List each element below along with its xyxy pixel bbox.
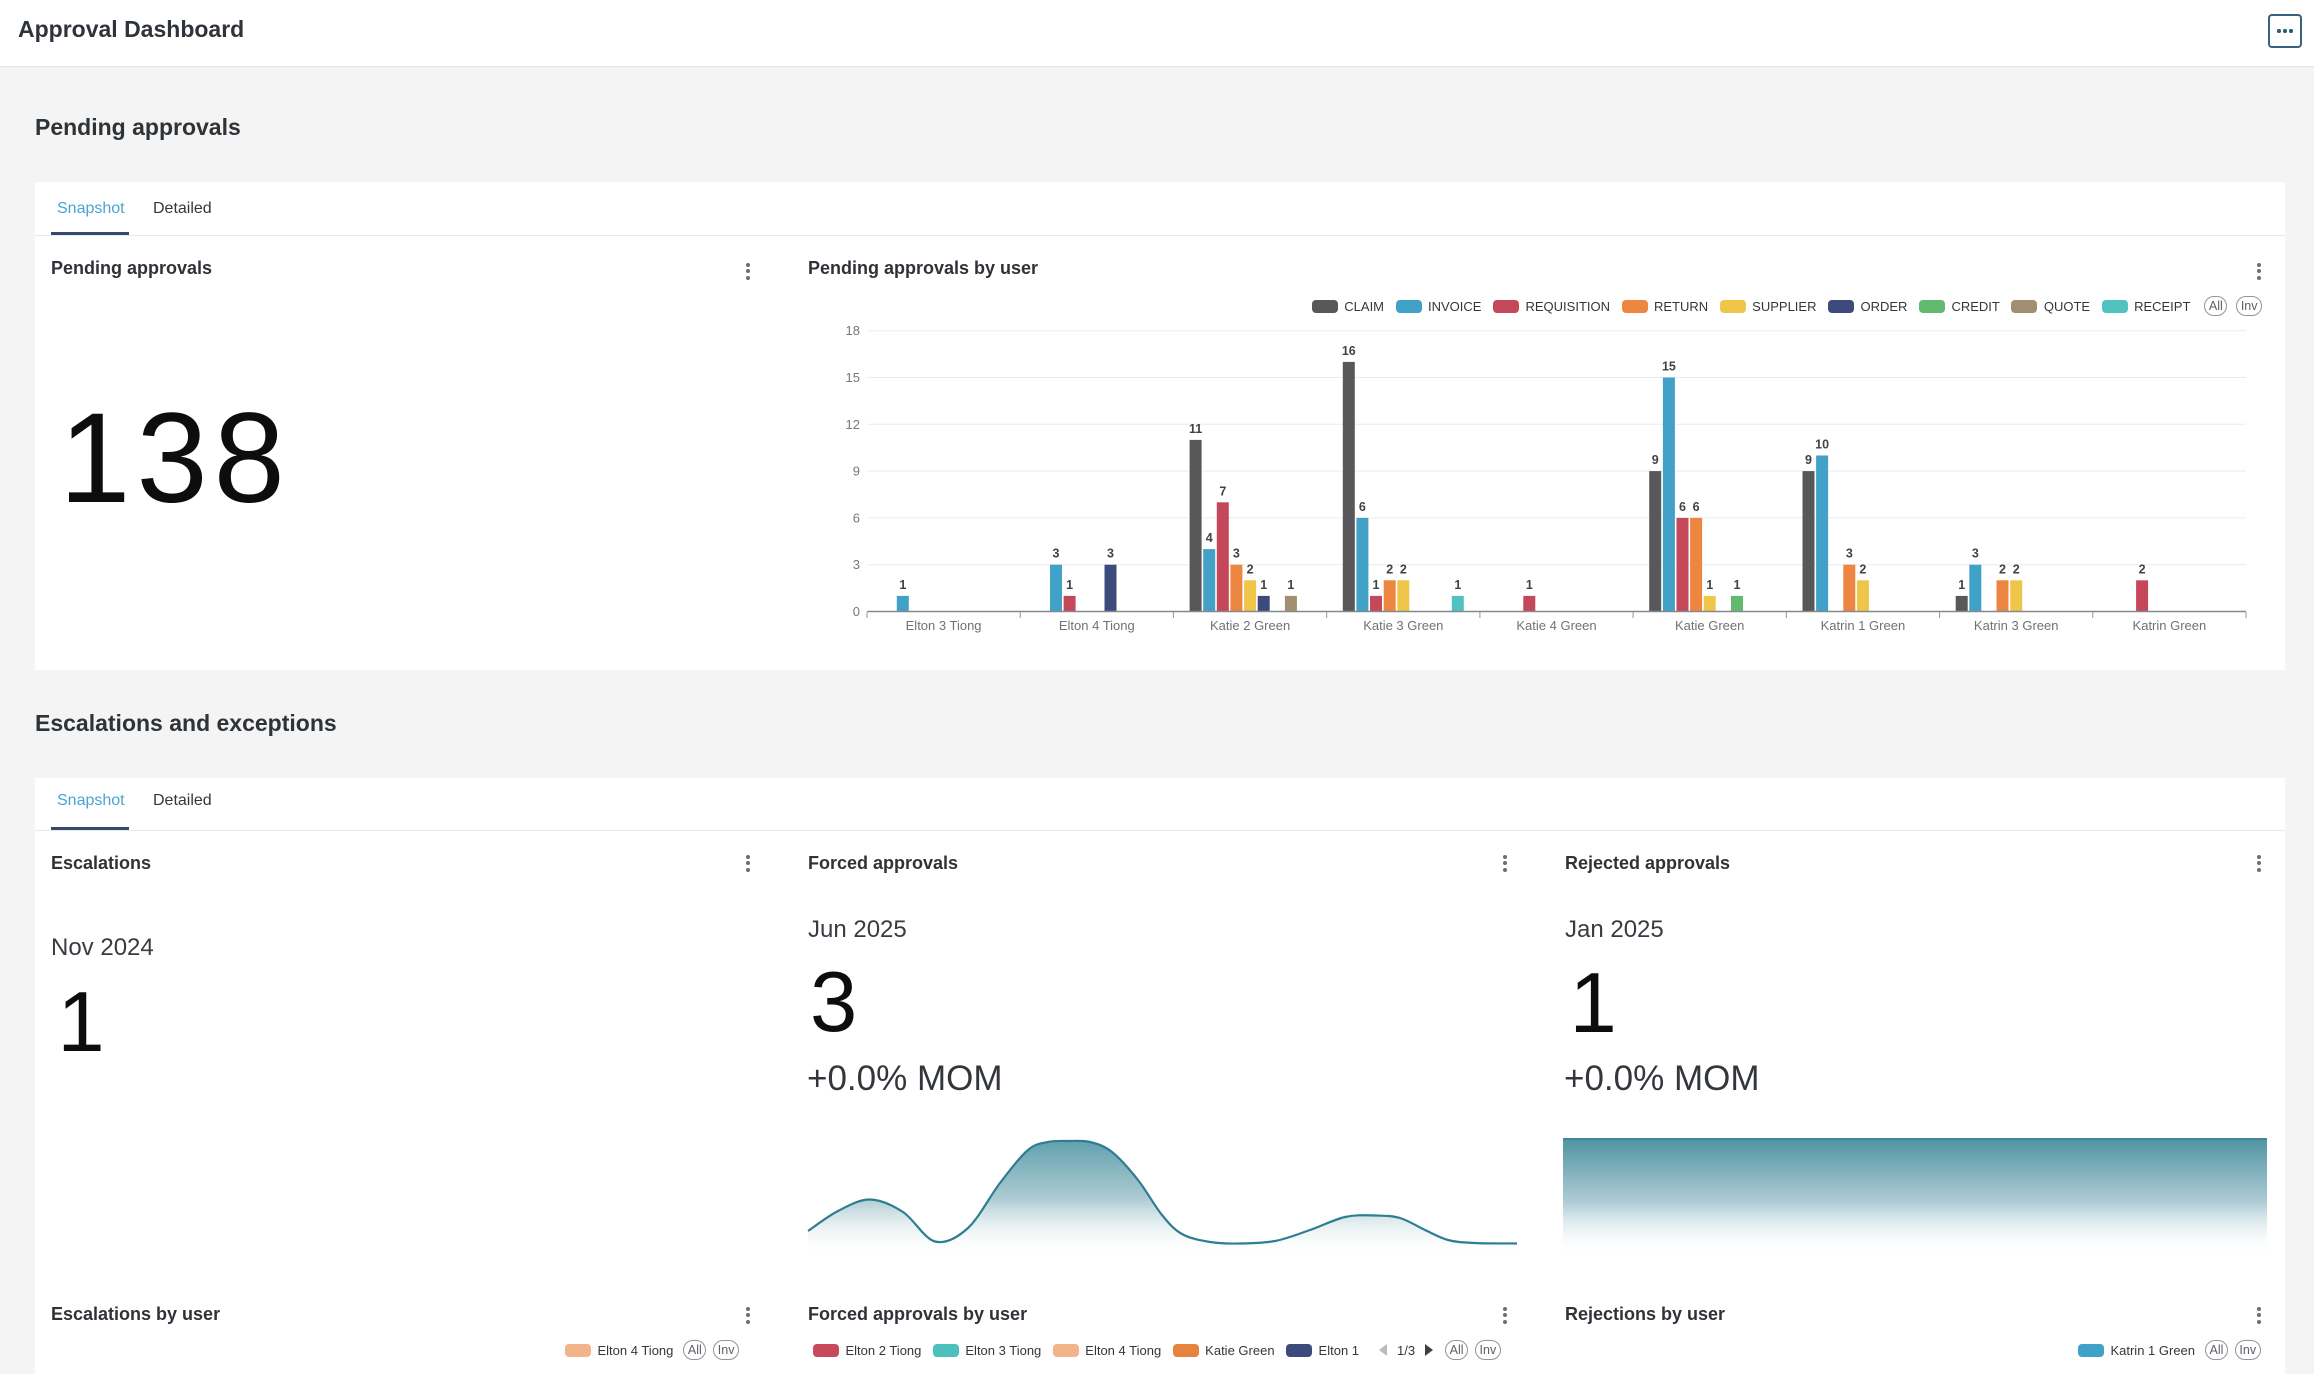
svg-text:0: 0 [853, 604, 860, 619]
svg-text:6: 6 [1359, 500, 1366, 514]
svg-text:12: 12 [846, 417, 860, 432]
svg-text:1: 1 [1958, 578, 1965, 592]
svg-text:Katrin 3 Green: Katrin 3 Green [1974, 618, 2059, 633]
svg-text:2: 2 [1859, 562, 1866, 576]
svg-text:2: 2 [2013, 562, 2020, 576]
svg-text:3: 3 [853, 557, 860, 572]
svg-text:3: 3 [1053, 547, 1060, 561]
svg-text:11: 11 [1189, 422, 1202, 436]
svg-text:1: 1 [899, 578, 906, 592]
svg-text:Katie Green: Katie Green [1675, 618, 1744, 633]
svg-text:1: 1 [1706, 578, 1713, 592]
svg-text:6: 6 [853, 510, 860, 525]
svg-text:6: 6 [1679, 500, 1686, 514]
svg-text:9: 9 [1805, 453, 1812, 467]
svg-text:2: 2 [1386, 562, 1393, 576]
svg-text:3: 3 [1846, 547, 1853, 561]
svg-text:1: 1 [1526, 578, 1533, 592]
svg-text:1: 1 [1454, 578, 1461, 592]
svg-text:6: 6 [1693, 500, 1700, 514]
svg-text:3: 3 [1972, 547, 1979, 561]
svg-text:16: 16 [1342, 344, 1356, 358]
svg-text:10: 10 [1815, 438, 1829, 452]
svg-text:Katrin Green: Katrin Green [2133, 618, 2207, 633]
svg-text:1: 1 [1373, 578, 1380, 592]
svg-text:Katrin 1 Green: Katrin 1 Green [1821, 618, 1906, 633]
svg-text:9: 9 [1652, 453, 1659, 467]
svg-text:2: 2 [1247, 562, 1254, 576]
svg-text:Katie 4 Green: Katie 4 Green [1516, 618, 1596, 633]
svg-text:4: 4 [1206, 531, 1213, 545]
svg-text:15: 15 [1662, 360, 1676, 374]
svg-text:15: 15 [846, 370, 860, 385]
svg-text:2: 2 [1999, 562, 2006, 576]
svg-text:18: 18 [846, 323, 860, 338]
svg-text:2: 2 [2139, 562, 2146, 576]
svg-text:1: 1 [1287, 578, 1294, 592]
svg-text:Elton 3 Tiong: Elton 3 Tiong [906, 618, 982, 633]
svg-text:3: 3 [1233, 547, 1240, 561]
svg-text:1: 1 [1260, 578, 1267, 592]
svg-text:2: 2 [1400, 562, 1407, 576]
svg-text:9: 9 [853, 464, 860, 479]
svg-text:1: 1 [1066, 578, 1073, 592]
svg-text:3: 3 [1107, 547, 1114, 561]
svg-text:7: 7 [1219, 484, 1226, 498]
svg-text:Katie 3 Green: Katie 3 Green [1363, 618, 1443, 633]
svg-text:Katie 2 Green: Katie 2 Green [1210, 618, 1290, 633]
svg-text:Elton 4 Tiong: Elton 4 Tiong [1059, 618, 1135, 633]
svg-text:1: 1 [1734, 578, 1741, 592]
